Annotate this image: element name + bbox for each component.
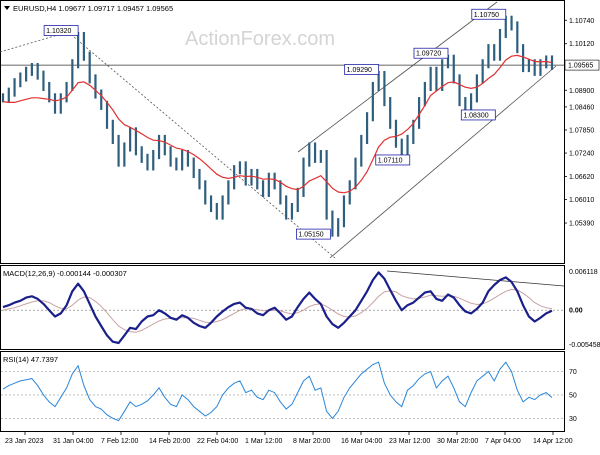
macd-title: MACD(12,26,9) -0.000144 -0.000307 [3, 269, 127, 278]
x-axis-tick-label: 31 Jan 04:00 [53, 438, 94, 445]
ema-line [2, 54, 553, 194]
x-axis-tick-label: 23 Jan 2023 [5, 438, 44, 445]
price-annotation-label: 1.09720 [416, 51, 441, 58]
macd-y-tick-label: 0.006118 [569, 269, 598, 276]
price-y-tick-label: 1.06010 [569, 197, 594, 204]
price-y-tick-label: 1.07240 [569, 151, 594, 158]
channel-lower-line [329, 65, 557, 259]
channel-upper-line [297, 1, 498, 153]
rsi-y-tick-label: 70 [569, 369, 577, 376]
rsi-y-tick-label: 30 [569, 416, 577, 423]
x-axis-tick-label: 22 Feb 04:00 [197, 438, 238, 445]
macd-trendline [386, 270, 565, 287]
x-axis-tick-label: 14 Apr 12:00 [533, 438, 573, 445]
current-price-box [564, 59, 600, 71]
price-annotation-box [375, 154, 411, 166]
price-trendlines [0, 1, 557, 259]
price-annotation-label: 1.10750 [474, 12, 499, 19]
price-y-tick-label: 1.10120 [569, 41, 594, 48]
price-annotation-box [43, 25, 79, 36]
price-y-tick-label: 1.07850 [569, 127, 594, 134]
price-y-tick-label: 1.10740 [569, 18, 594, 25]
price-annotation-box [471, 8, 507, 20]
rsi-title: RSI(14) 47.7397 [3, 355, 58, 364]
macd-y-tick-label: -0.005458 [569, 342, 600, 349]
price-annotation-label: 1.10320 [46, 28, 71, 35]
x-axis-tick-label: 23 Mar 12:00 [389, 438, 430, 445]
x-axis-tick-label: 30 Mar 20:00 [437, 438, 478, 445]
rsi-y-tick-label: 50 [569, 392, 577, 399]
price-y-tick-label: 1.05390 [569, 221, 594, 228]
price-annotation-box [460, 109, 496, 121]
price-annotation-box [295, 228, 331, 240]
macd-panel-frame [0, 265, 565, 350]
x-axis-tick-label: 16 Mar 04:00 [341, 438, 382, 445]
price-annotation-label: 1.07110 [378, 157, 403, 164]
dropdown-triangle-icon[interactable] [4, 6, 10, 10]
macd-line [2, 271, 553, 345]
rsi-panel-frame [0, 351, 565, 432]
price-panel-frame [0, 0, 565, 264]
macd-trendline-group [386, 270, 565, 287]
price-annotation-label: 1.05150 [298, 232, 323, 239]
price-y-tick-label: 1.08460 [569, 104, 594, 111]
price-y-tick-label: 1.08900 [569, 88, 594, 95]
price-annotation-box [413, 47, 449, 59]
x-axis-tick-label: 1 Mar 12:00 [245, 438, 282, 445]
x-axis-tick-label: 14 Feb 20:00 [149, 438, 190, 445]
watermark-text: ActionForex.com [185, 28, 335, 50]
price-y-tick-label: 1.06620 [569, 174, 594, 181]
price-annotation-label: 1.09290 [347, 67, 372, 74]
macd-y-tick-label: 0.00 [569, 308, 583, 315]
rsi-line [2, 361, 553, 422]
x-axis-tick-label: 7 Apr 04:00 [485, 438, 521, 445]
symbol-header: EURUSD,H4 1.09677 1.09717 1.09457 1.0956… [13, 4, 173, 13]
price-annotation-box [344, 64, 380, 75]
current-price-label: 1.09565 [568, 63, 593, 70]
x-axis-tick-label: 8 Mar 20:00 [293, 438, 330, 445]
x-axis-tick-label: 7 Feb 12:00 [101, 438, 138, 445]
price-annotation-label: 1.08300 [463, 112, 488, 119]
